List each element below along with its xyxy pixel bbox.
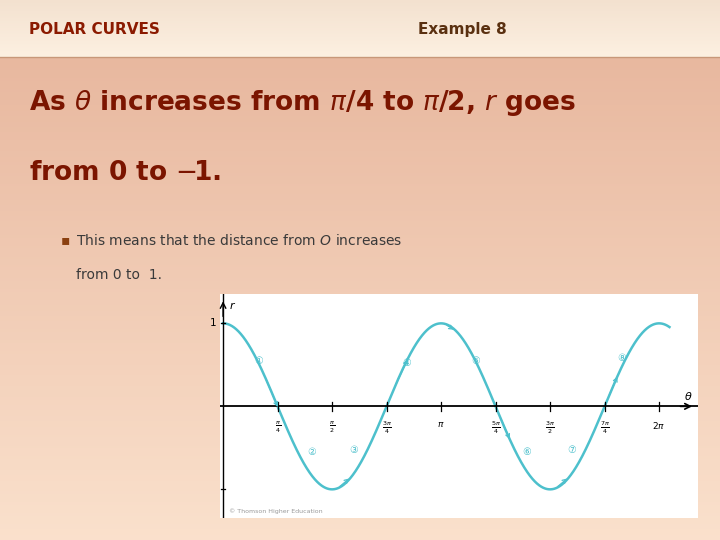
Text: from 0 to $-\!$1.: from 0 to $-\!$1. [29,160,221,186]
Text: $\frac{3\pi}{2}$: $\frac{3\pi}{2}$ [545,420,555,436]
Text: POLAR CURVES: POLAR CURVES [29,22,160,37]
Text: $r$: $r$ [229,300,235,310]
Text: As $\it{\theta}$ increases from $\it{\pi}$/4 to $\it{\pi}$/2, $\it{r}$ goes: As $\it{\theta}$ increases from $\it{\pi… [29,87,576,118]
Text: ①: ① [254,356,263,366]
Text: 1: 1 [210,319,216,328]
Text: $\frac{3\pi}{4}$: $\frac{3\pi}{4}$ [382,420,392,436]
Text: © Thomson Higher Education: © Thomson Higher Education [229,508,323,514]
Text: $\frac{7\pi}{4}$: $\frac{7\pi}{4}$ [600,420,610,436]
Text: ④: ④ [402,358,411,368]
Text: Example 8: Example 8 [418,22,506,37]
Text: This means that the distance from $\it{O}$ increases: This means that the distance from $\it{O… [76,233,402,248]
Text: $2\pi$: $2\pi$ [652,420,666,430]
Text: ⑦: ⑦ [567,444,576,455]
Text: from 0 to  1.: from 0 to 1. [76,268,161,282]
Text: ⑥: ⑥ [522,447,531,457]
Text: ▪: ▪ [61,233,71,247]
Text: ⑧: ⑧ [617,353,626,363]
Text: $\frac{\pi}{4}$: $\frac{\pi}{4}$ [274,420,281,435]
Text: ③: ③ [349,444,358,455]
Text: ⑤: ⑤ [471,356,480,366]
Text: $\frac{5\pi}{4}$: $\frac{5\pi}{4}$ [490,420,500,436]
Text: $\frac{\pi}{2}$: $\frac{\pi}{2}$ [329,420,335,435]
Text: $\theta$: $\theta$ [684,389,693,402]
Text: $\pi$: $\pi$ [437,420,445,429]
Text: ②: ② [307,447,316,457]
